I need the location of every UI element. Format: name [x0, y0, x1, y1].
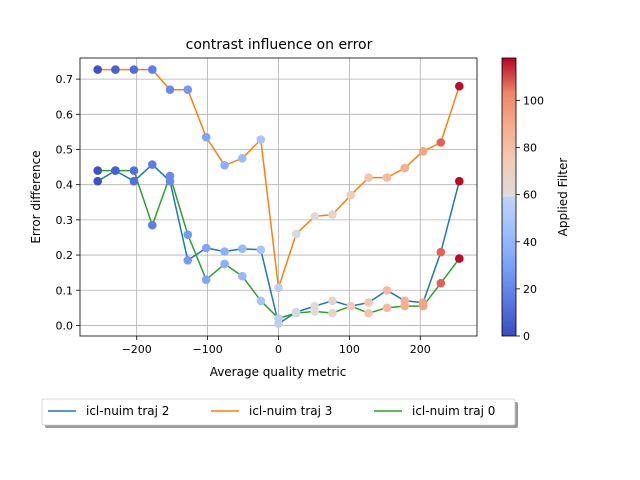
- data-point-s1-0: [93, 65, 102, 74]
- chart-title: contrast influence on error: [186, 37, 373, 53]
- y-tick-label: 0.5: [56, 143, 74, 156]
- data-point-s1-14: [346, 190, 356, 200]
- colorbar-tick-label: 80: [523, 142, 537, 155]
- data-point-s0-16: [382, 286, 392, 295]
- data-point-s1-19: [436, 138, 446, 147]
- data-point-s2-14: [346, 301, 356, 311]
- data-point-s2-17: [400, 301, 410, 311]
- colorbar-ticks: 0 20 40 60 80 100: [516, 94, 544, 343]
- data-point-s1-10: [274, 283, 283, 293]
- y-tick-label: 0.7: [56, 73, 74, 86]
- y-tick-label: 0.2: [56, 249, 74, 262]
- data-point-s1-13: [328, 210, 337, 219]
- data-point-s2-19: [436, 278, 446, 288]
- colorbar-tick-label: 100: [523, 94, 544, 107]
- data-point-s0-8: [238, 244, 247, 253]
- data-point-s0-3: [148, 160, 157, 169]
- y-axis: 0.0 0.1 0.2 0.3 0.4 0.5 0.6 0.7: [56, 73, 80, 332]
- data-point-s2-10: [274, 314, 283, 323]
- data-point-s1-3: [148, 65, 157, 74]
- data-point-s2-13: [328, 308, 337, 318]
- x-tick-label: 100: [339, 343, 360, 356]
- colorbar-tick-label: 0: [523, 330, 530, 343]
- data-point-s1-8: [238, 154, 247, 163]
- data-point-s0-7: [220, 247, 229, 256]
- x-tick-label: −100: [192, 343, 222, 356]
- data-points: [93, 65, 464, 329]
- data-point-s2-11: [291, 308, 301, 318]
- data-point-s2-8: [238, 271, 247, 281]
- x-axis: −200 −100 0 100 200: [122, 336, 431, 356]
- data-point-s2-0: [93, 166, 102, 175]
- data-point-s1-1: [111, 65, 120, 74]
- x-tick-label: 0: [275, 343, 282, 356]
- data-point-s2-5: [183, 230, 193, 239]
- data-point-s2-20: [455, 254, 464, 263]
- data-point-s1-18: [418, 147, 428, 156]
- data-point-s1-16: [382, 173, 392, 182]
- y-tick-label: 0.3: [56, 214, 74, 227]
- y-tick-label: 0.1: [56, 284, 74, 297]
- data-point-s1-9: [256, 135, 266, 144]
- data-point-s1-7: [220, 161, 229, 170]
- data-point-s0-9: [256, 245, 266, 255]
- legend-box: [41, 398, 516, 426]
- data-point-s1-12: [310, 212, 320, 221]
- data-point-s2-7: [220, 259, 229, 269]
- colorbar-tick-label: 40: [523, 236, 537, 249]
- colorbar-tick-label: 20: [523, 283, 537, 296]
- data-point-s2-1: [111, 166, 120, 175]
- data-point-s1-2: [129, 65, 139, 74]
- data-point-s2-4: [165, 171, 175, 181]
- data-point-s1-20: [455, 81, 464, 91]
- data-point-s2-12: [310, 307, 320, 316]
- legend-label-2: icl-nuim traj 0: [412, 404, 495, 418]
- data-point-s2-15: [364, 308, 373, 318]
- data-point-s2-3: [148, 220, 157, 230]
- colorbar: [501, 57, 517, 337]
- data-point-s0-2: [129, 176, 139, 186]
- grid: [80, 58, 477, 336]
- legend-label-1: icl-nuim traj 3: [249, 404, 332, 418]
- data-point-s0-5: [183, 255, 193, 265]
- y-tick-label: 0.0: [56, 319, 74, 332]
- data-point-s1-11: [291, 229, 301, 239]
- data-point-s0-6: [201, 243, 211, 253]
- data-point-s2-16: [382, 303, 392, 313]
- data-point-s1-15: [364, 173, 373, 182]
- data-point-s2-9: [256, 296, 266, 306]
- data-point-s0-20: [455, 176, 464, 186]
- data-point-s1-17: [400, 163, 410, 173]
- y-tick-label: 0.4: [56, 179, 74, 192]
- colorbar-tick-label: 60: [523, 189, 537, 202]
- data-point-s2-6: [201, 275, 211, 285]
- data-point-s1-6: [201, 132, 211, 142]
- data-point-s0-19: [436, 247, 446, 257]
- data-point-s0-0: [93, 176, 102, 186]
- y-axis-label: Error difference: [29, 150, 43, 243]
- legend: icl-nuim traj 2 icl-nuim traj 3 icl-nuim t…: [41, 398, 518, 428]
- data-point-s0-13: [328, 296, 337, 306]
- data-point-s2-2: [129, 166, 139, 175]
- x-tick-label: −200: [122, 343, 152, 356]
- data-point-s0-15: [364, 298, 373, 307]
- x-tick-label: 200: [410, 343, 431, 356]
- data-point-s1-4: [165, 85, 175, 94]
- data-point-s1-5: [183, 85, 193, 94]
- y-tick-label: 0.6: [56, 108, 74, 121]
- x-axis-label: Average quality metric: [210, 365, 347, 379]
- data-point-s2-18: [418, 301, 428, 311]
- colorbar-label: Applied Filter: [556, 158, 570, 237]
- legend-label-0: icl-nuim traj 2: [86, 404, 169, 418]
